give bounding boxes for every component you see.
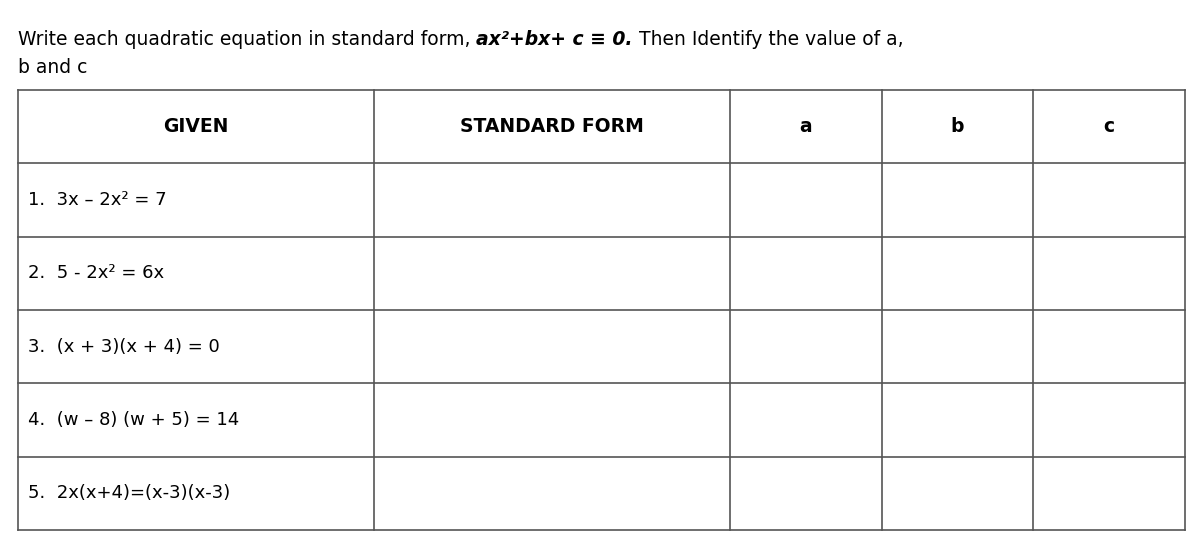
Text: b: b [950, 117, 964, 136]
Text: 1.  3x – 2x² = 7: 1. 3x – 2x² = 7 [28, 191, 167, 209]
Text: Then Identify the value of a,: Then Identify the value of a, [633, 30, 903, 49]
Text: ax²+bx+ c ≡ 0.: ax²+bx+ c ≡ 0. [476, 30, 633, 49]
Text: 4.  (w – 8) (w + 5) = 14: 4. (w – 8) (w + 5) = 14 [28, 411, 239, 429]
Text: 5.  2x(x+4)=(x-3)(x-3): 5. 2x(x+4)=(x-3)(x-3) [28, 484, 230, 503]
Text: 2.  5 - 2x² = 6x: 2. 5 - 2x² = 6x [28, 265, 164, 282]
Text: Write each quadratic equation in standard form,: Write each quadratic equation in standar… [18, 30, 476, 49]
Text: 3.  (x + 3)(x + 4) = 0: 3. (x + 3)(x + 4) = 0 [28, 338, 220, 355]
Text: STANDARD FORM: STANDARD FORM [460, 117, 644, 136]
Text: c: c [1103, 117, 1115, 136]
Text: a: a [800, 117, 812, 136]
Text: GIVEN: GIVEN [164, 117, 229, 136]
Text: b and c: b and c [18, 58, 88, 77]
